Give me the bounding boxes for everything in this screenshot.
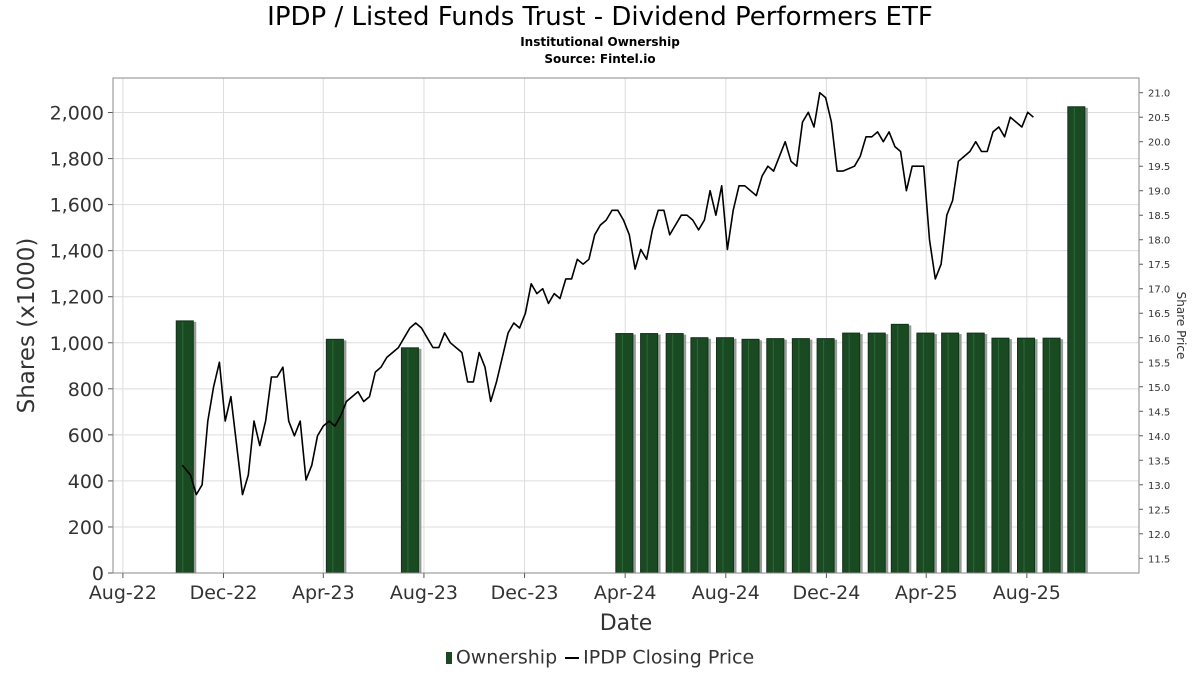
y2-tick-label: 12.5 — [1148, 505, 1170, 516]
y2-tick-label: 17.5 — [1148, 260, 1170, 271]
ownership-bar — [640, 333, 659, 574]
y-tick-label: 2,000 — [50, 103, 104, 125]
x-tick-label: Aug-23 — [390, 582, 458, 604]
y2-tick-label: 20.5 — [1148, 113, 1170, 124]
ownership-bar — [842, 332, 861, 574]
x-tick-label: Dec-23 — [491, 582, 559, 604]
ownership-bar — [690, 337, 709, 574]
y-tick-label: 1,400 — [50, 241, 104, 263]
y-tick-label: 1,000 — [50, 333, 104, 355]
ownership-bar — [615, 333, 634, 574]
y2-tick-label: 15.0 — [1148, 383, 1170, 394]
ownership-chart: 0 200 400 600 800 1,000 1,200 1,400 1,600 1,800 2,… — [14, 77, 1188, 636]
x-tick-label: Dec-22 — [190, 582, 258, 604]
y2-tick-label: 21.0 — [1148, 89, 1170, 100]
ownership-bar — [766, 338, 785, 574]
price-line — [181, 91, 1034, 496]
y-tick-label: 400 — [68, 471, 104, 493]
y2-tick-label: 19.5 — [1148, 162, 1170, 173]
x-axis-title: Date — [600, 611, 653, 636]
legend-price-swatch — [565, 656, 580, 659]
x-tick-label: Apr-25 — [895, 582, 958, 604]
x-tick-label: Apr-23 — [292, 582, 355, 604]
y-tick-label: 600 — [68, 425, 104, 447]
y2-tick-label: 13.5 — [1148, 456, 1170, 467]
ownership-bar — [1042, 337, 1061, 574]
y-tick-label: 0 — [92, 563, 104, 585]
ownership-bar — [741, 338, 760, 574]
y-axis-title: Shares (x1000) — [14, 238, 40, 414]
legend-ownership-label: Ownership — [455, 646, 558, 669]
y-tick-label: 1,600 — [50, 195, 104, 217]
ownership-bar — [941, 332, 960, 574]
chart-legend: Ownership IPDP Closing Price — [0, 646, 1200, 669]
ownership-bar — [867, 332, 886, 574]
ownership-bar — [816, 338, 835, 574]
x-tick-label: Aug-24 — [692, 582, 760, 604]
ownership-bar — [1017, 337, 1036, 574]
ownership-bar — [791, 338, 810, 574]
y2-tick-label: 16.0 — [1148, 334, 1170, 345]
y-tick-label: 1,200 — [50, 287, 104, 309]
y2-tick-label: 11.5 — [1148, 554, 1170, 565]
y2-tick-label: 14.5 — [1148, 407, 1170, 418]
ownership-bar — [175, 320, 194, 574]
ownership-bar — [991, 337, 1010, 574]
x-tick-label: Aug-25 — [993, 582, 1061, 604]
y2-tick-label: 12.0 — [1148, 530, 1170, 541]
y2-tick-label: 14.0 — [1148, 432, 1170, 443]
legend-price-label: IPDP Closing Price — [583, 646, 755, 669]
chart-title: IPDP / Listed Funds Trust - Dividend Per… — [267, 2, 933, 32]
y2-tick-label: 15.5 — [1148, 358, 1170, 369]
ownership-bar — [715, 337, 734, 574]
y2-tick-label: 18.5 — [1148, 211, 1170, 222]
y2-tick-label: 18.0 — [1148, 236, 1170, 247]
y2-tick-label: 19.0 — [1148, 187, 1170, 198]
ownership-bar — [400, 347, 419, 574]
legend-ownership-swatch — [445, 651, 452, 664]
ownership-bar — [325, 338, 344, 574]
ownership-bar — [966, 332, 985, 574]
y2-axis-title: Share Price — [1174, 292, 1188, 360]
y-tick-label: 1,800 — [50, 149, 104, 171]
ownership-bar — [890, 323, 909, 574]
y-tick-label: 800 — [68, 379, 104, 401]
ownership-bar — [665, 333, 684, 574]
y2-tick-label: 13.0 — [1148, 481, 1170, 492]
y2-tick-label: 20.0 — [1148, 138, 1170, 149]
y2-tick-label: 16.5 — [1148, 309, 1170, 320]
y2-tick-label: 17.0 — [1148, 285, 1170, 296]
ownership-bar — [916, 332, 935, 574]
plot-frame — [112, 77, 1140, 574]
chart-subtitle: Institutional Ownership — [520, 35, 680, 49]
x-tick-label: Aug-22 — [89, 582, 157, 604]
ownership-bar — [1067, 106, 1086, 574]
y-tick-label: 200 — [68, 517, 104, 539]
x-tick-label: Dec-24 — [793, 582, 861, 604]
x-tick-label: Apr-24 — [594, 582, 657, 604]
chart-source: Source: Fintel.io — [544, 52, 656, 66]
